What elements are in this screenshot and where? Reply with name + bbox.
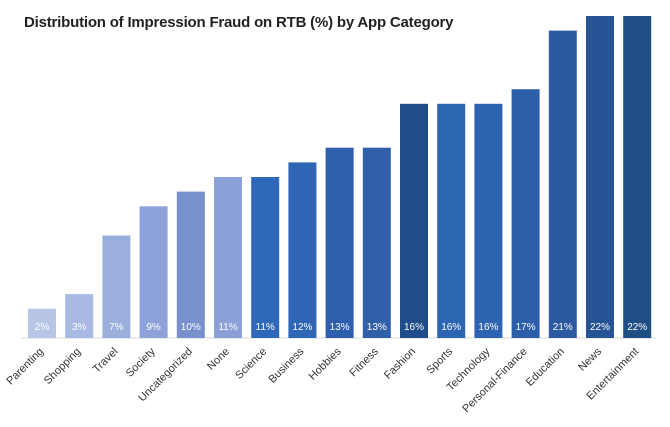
- bar-personal-finance: [511, 89, 540, 338]
- bar-fitness: [362, 147, 391, 338]
- data-label-entertainment: 22%: [627, 322, 647, 333]
- bar-entertainment: [623, 16, 652, 338]
- x-tick-label-sports: Sports: [424, 345, 455, 376]
- bar-education: [548, 30, 577, 338]
- data-label-society: 9%: [146, 322, 161, 333]
- data-label-fashion: 16%: [404, 322, 424, 333]
- data-label-travel: 7%: [109, 322, 124, 333]
- bar-hobbies: [325, 147, 354, 338]
- bar-fashion: [400, 103, 428, 338]
- bar-none: [214, 177, 242, 338]
- bar-science: [251, 177, 280, 338]
- x-tick-label-news: News: [576, 345, 604, 373]
- bar-travel: [102, 235, 131, 338]
- data-label-technology: 16%: [478, 322, 498, 333]
- x-tick-label-science: Science: [233, 346, 269, 382]
- x-tick-label-hobbies: Hobbies: [307, 345, 344, 382]
- chart-title: Distribution of Impression Fraud on RTB …: [24, 14, 454, 31]
- data-label-fitness: 13%: [367, 322, 387, 333]
- bar-parenting: [28, 308, 56, 338]
- data-label-education: 21%: [553, 322, 573, 333]
- data-label-news: 22%: [590, 322, 610, 333]
- x-tick-label-travel: Travel: [91, 346, 121, 376]
- x-tick-label-society: Society: [124, 345, 158, 379]
- bar-uncategorized: [176, 191, 205, 338]
- bar-society: [139, 206, 168, 338]
- x-tick-label-fitness: Fitness: [347, 345, 381, 379]
- x-tick-label-education: Education: [524, 346, 567, 389]
- x-tick-label-none: None: [205, 346, 232, 373]
- bar-technology: [474, 103, 503, 338]
- bar-sports: [437, 103, 466, 338]
- x-tick-label-shopping: Shopping: [42, 346, 83, 387]
- bar-news: [586, 16, 614, 338]
- x-tick-label-personal-finance: Personal-Finance: [460, 346, 529, 415]
- data-label-shopping: 3%: [72, 322, 87, 333]
- data-label-hobbies: 13%: [330, 322, 350, 333]
- bar-business: [288, 162, 317, 338]
- data-label-personal-finance: 17%: [516, 322, 536, 333]
- data-label-science: 11%: [256, 322, 275, 333]
- x-tick-label-fashion: Fashion: [382, 346, 418, 382]
- data-label-business: 12%: [292, 322, 312, 333]
- data-label-sports: 16%: [441, 322, 461, 333]
- x-tick-label-parenting: Parenting: [4, 346, 46, 388]
- data-label-parenting: 2%: [35, 322, 50, 333]
- bar-shopping: [65, 294, 94, 338]
- data-label-uncategorized: 10%: [181, 322, 201, 333]
- x-tick-label-business: Business: [266, 345, 306, 385]
- data-label-none: 11%: [218, 322, 237, 333]
